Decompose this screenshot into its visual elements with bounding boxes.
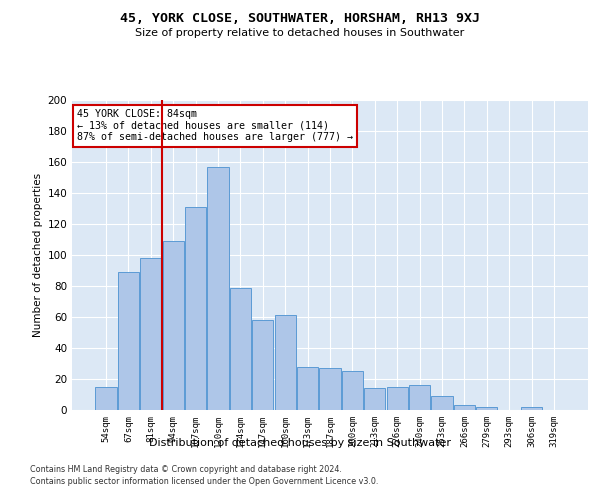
Bar — [275, 316, 296, 410]
Bar — [185, 207, 206, 410]
Bar — [95, 387, 117, 410]
Bar — [297, 366, 318, 410]
Bar — [140, 258, 161, 410]
Text: 45, YORK CLOSE, SOUTHWATER, HORSHAM, RH13 9XJ: 45, YORK CLOSE, SOUTHWATER, HORSHAM, RH1… — [120, 12, 480, 26]
Bar — [342, 371, 363, 410]
Bar — [431, 396, 452, 410]
Text: Size of property relative to detached houses in Southwater: Size of property relative to detached ho… — [136, 28, 464, 38]
Bar — [386, 387, 408, 410]
Bar — [409, 385, 430, 410]
Bar — [118, 272, 139, 410]
Bar — [454, 406, 475, 410]
Bar — [319, 368, 341, 410]
Bar — [163, 241, 184, 410]
Text: 45 YORK CLOSE: 84sqm
← 13% of detached houses are smaller (114)
87% of semi-deta: 45 YORK CLOSE: 84sqm ← 13% of detached h… — [77, 110, 353, 142]
Bar — [476, 407, 497, 410]
Y-axis label: Number of detached properties: Number of detached properties — [33, 173, 43, 337]
Text: Contains public sector information licensed under the Open Government Licence v3: Contains public sector information licen… — [30, 477, 379, 486]
Text: Distribution of detached houses by size in Southwater: Distribution of detached houses by size … — [149, 438, 451, 448]
Bar — [521, 407, 542, 410]
Bar — [230, 288, 251, 410]
Text: Contains HM Land Registry data © Crown copyright and database right 2024.: Contains HM Land Registry data © Crown c… — [30, 466, 342, 474]
Bar — [364, 388, 385, 410]
Bar — [208, 166, 229, 410]
Bar — [252, 320, 274, 410]
